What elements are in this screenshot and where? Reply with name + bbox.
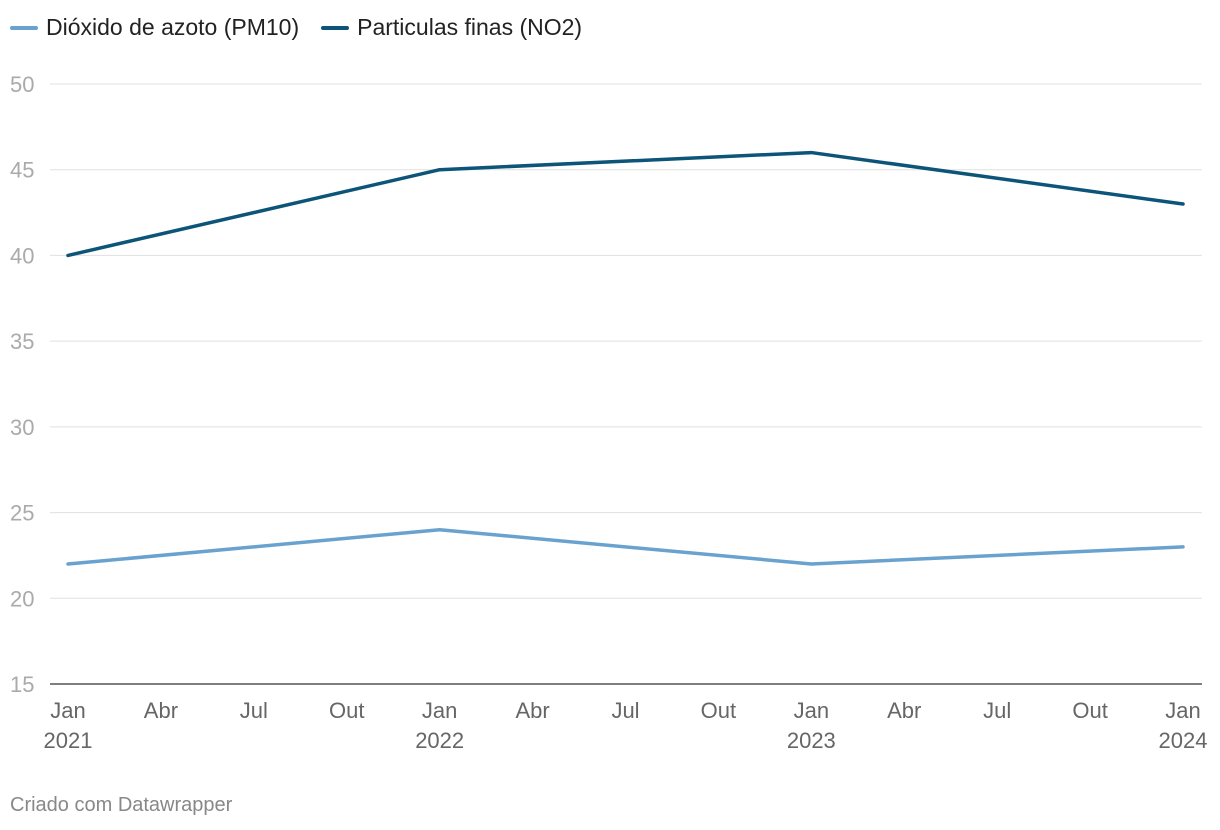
x-tick-year-label: 2022 — [415, 728, 464, 753]
x-tick-month-label: Abr — [515, 698, 549, 723]
x-tick-month-label: Jan — [50, 698, 85, 723]
y-tick-label: 20 — [10, 586, 34, 611]
series-line-1 — [66, 150, 1185, 258]
y-tick-label: 25 — [10, 501, 34, 526]
y-tick-label: 45 — [10, 158, 34, 183]
x-tick-month-label: Jul — [983, 698, 1011, 723]
footer-credit: Criado com Datawrapper — [10, 794, 233, 816]
x-tick-month-label: Abr — [144, 698, 178, 723]
x-tick-month-label: Jan — [1165, 698, 1200, 723]
y-tick-label: 30 — [10, 415, 34, 440]
series-line-0 — [66, 527, 1185, 566]
line-chart: 15 20 25 30 35 40 45 50 Jan 2021 Abr Jul Out Jan 2022… — [10, 72, 1208, 753]
x-tick-month-label: Out — [329, 698, 364, 723]
gridlines — [50, 83, 1202, 685]
x-tick-month-label: Jan — [794, 698, 829, 723]
y-tick-label: 35 — [10, 329, 34, 354]
x-tick-month-label: Abr — [887, 698, 921, 723]
x-tick-year-label: 2021 — [44, 728, 93, 753]
y-tick-label: 50 — [10, 72, 34, 97]
x-tick-year-label: 2024 — [1159, 728, 1208, 753]
legend-swatch-pm10 — [10, 25, 38, 30]
x-tick-month-label: Jul — [611, 698, 639, 723]
series-lines — [66, 150, 1185, 566]
x-tick-month-label: Jul — [240, 698, 268, 723]
y-tick-label: 15 — [10, 672, 34, 697]
legend-item-pm10: Dióxido de azoto (PM10) — [10, 14, 299, 41]
x-tick-month-label: Jan — [422, 698, 457, 723]
y-tick-label: 40 — [10, 243, 34, 268]
x-axis-ticks: Jan 2021 Abr Jul Out Jan 2022 Abr Jul Out Jan 2023 A… — [44, 698, 1208, 753]
x-tick-year-label: 2023 — [787, 728, 836, 753]
legend-item-no2: Particulas finas (NO2) — [321, 14, 582, 41]
y-axis-ticks: 15 20 25 30 35 40 45 50 — [10, 72, 34, 697]
legend: Dióxido de azoto (PM10) Particulas finas… — [10, 14, 604, 41]
legend-swatch-no2 — [321, 25, 350, 30]
x-tick-month-label: Out — [1072, 698, 1107, 723]
legend-label-pm10: Dióxido de azoto (PM10) — [46, 14, 300, 40]
legend-label-no2: Particulas finas (NO2) — [357, 14, 583, 40]
x-tick-month-label: Out — [701, 698, 736, 723]
